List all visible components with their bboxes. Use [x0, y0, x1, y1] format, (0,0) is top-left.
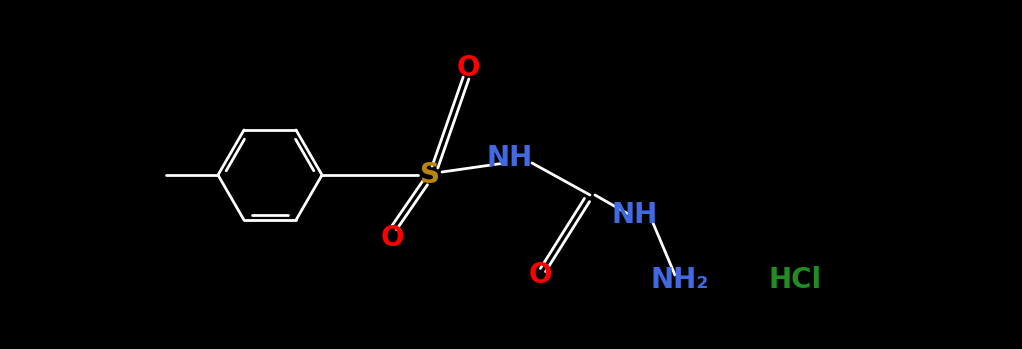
Text: O: O — [380, 224, 404, 252]
Text: O: O — [456, 54, 479, 82]
Text: NH: NH — [486, 144, 533, 172]
Text: O: O — [528, 261, 552, 289]
Text: NH₂: NH₂ — [651, 266, 709, 294]
Text: NH: NH — [612, 201, 658, 229]
Text: S: S — [420, 161, 440, 189]
Text: HCl: HCl — [769, 266, 822, 294]
